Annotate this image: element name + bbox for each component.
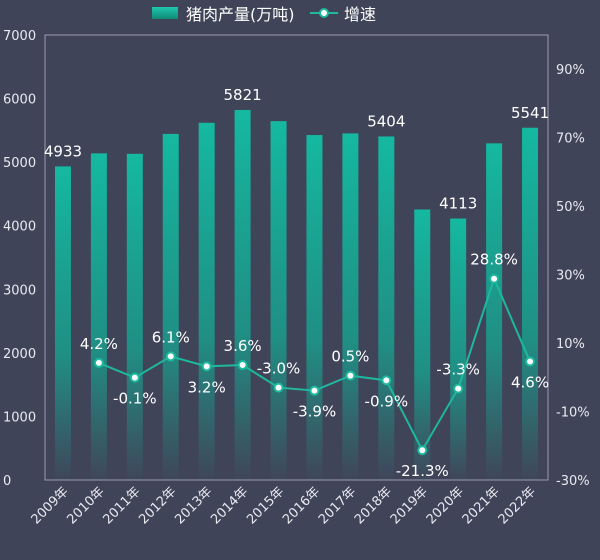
growth-data-label: 4.6% [511,374,549,392]
x-axis-tick: 2011年 [100,484,143,527]
bar [378,136,395,480]
growth-marker [417,445,428,456]
bar [234,109,251,480]
right-axis-tick: -30% [556,474,590,489]
left-axis-tick: 2000 [3,347,36,362]
growth-marker [489,273,500,284]
x-axis-tick: 2021年 [460,484,503,527]
bar [414,209,431,480]
left-axis-tick: 7000 [3,29,36,44]
growth-data-label: -0.9% [365,392,409,410]
bar-data-label: 4933 [44,142,82,160]
growth-data-label: -21.3% [396,462,449,480]
growth-data-label: 3.6% [224,337,262,355]
growth-data-label: 28.8% [470,251,518,269]
bar [162,133,179,480]
x-axis-tick: 2018年 [352,484,395,527]
bar [198,122,215,480]
growth-data-label: -3.0% [257,360,301,378]
right-axis-tick: 30% [556,269,585,284]
plot-frame [44,34,549,481]
x-axis-tick: 2013年 [172,484,215,527]
growth-marker [93,357,104,368]
growth-data-label: 0.5% [331,348,369,366]
legend-bar-label[interactable]: 猪肉产量(万吨) [186,5,295,24]
bar [522,127,539,480]
legend: 猪肉产量(万吨) 增速 [152,5,376,24]
x-axis-tick: 2010年 [65,484,108,527]
growth-data-label: 3.2% [188,378,226,396]
growth-marker [381,375,392,386]
growth-marker [237,359,248,370]
bar-data-label: 5821 [224,86,262,104]
x-axis-tick: 2014年 [208,484,251,527]
growth-marker [525,356,536,367]
bar [270,121,287,480]
growth-marker [453,383,464,394]
legend-line-marker [319,8,329,18]
right-axis-tick: 70% [556,132,585,147]
x-axis-tick: 2019年 [388,484,431,527]
growth-marker [345,370,356,381]
bar [342,133,359,480]
bar [306,135,323,480]
x-axis-tick: 2017年 [316,484,359,527]
bar [450,218,467,481]
left-axis-tick: 6000 [3,93,36,108]
x-axis-tick: 2015年 [244,484,287,527]
growth-data-label: 6.1% [152,328,190,346]
right-axis-tick: -10% [556,406,590,421]
growth-data-label: -0.1% [113,390,157,408]
x-axis-tick: 2022年 [496,484,539,527]
legend-line-label[interactable]: 增速 [344,5,376,24]
left-axis-tick: 4000 [3,220,36,235]
growth-marker [165,351,176,362]
left-axis-tick: 0 [3,474,11,489]
right-axis-tick: 10% [556,337,585,352]
left-axis-tick: 3000 [3,283,36,298]
bar [126,153,143,480]
growth-marker [309,385,320,396]
bar [486,143,503,480]
right-axis-tick: 50% [556,200,585,215]
bar-data-label: 4113 [439,195,477,213]
bar-data-label: 5404 [367,112,405,130]
x-axis-tick: 2016年 [280,484,323,527]
growth-marker [129,372,140,383]
bar [54,166,71,480]
bar-data-label: 5541 [511,104,549,122]
x-axis-tick: 2009年 [29,484,72,527]
left-axis-tick: 5000 [3,156,36,171]
left-axis-tick: 1000 [3,410,36,425]
bar [90,153,107,480]
x-axis-tick: 2012年 [136,484,179,527]
x-axis-tick: 2020年 [424,484,467,527]
growth-data-label: -3.9% [293,403,337,421]
growth-marker [201,361,212,372]
legend-bar-swatch[interactable] [152,7,178,19]
growth-marker [273,382,284,393]
growth-data-label: 4.2% [80,335,118,353]
growth-data-label: -3.3% [436,361,480,379]
right-axis-tick: 90% [556,63,585,78]
